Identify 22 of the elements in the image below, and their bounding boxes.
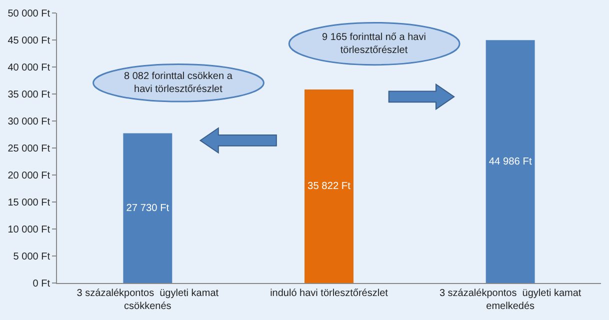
annotation: 9 165 forinttal nő a havi törlesztőrészlet	[322, 32, 426, 56]
x-tick-label: induló havi törlesztőrészlet	[270, 288, 388, 299]
x-tick-label: 3 százalékpontos ügyleti kamat csökkenés	[76, 288, 219, 312]
data-label: 35 822 Ft	[308, 181, 351, 192]
y-tick-label: 15 000 Ft	[8, 198, 50, 208]
y-tick-label: 10 000 Ft	[8, 224, 50, 236]
y-tick-label: 45 000 Ft	[8, 36, 50, 46]
data-label: 27 730 Ft	[126, 202, 170, 214]
y-tick-label: 0 Ft	[32, 278, 50, 290]
y-tick-label: 20 000 Ft	[8, 170, 50, 182]
y-tick-label: 25 000 Ft	[8, 144, 50, 154]
y-tick-label: 40 000 Ft	[8, 62, 50, 74]
data-label: 44 986 Ft	[488, 156, 532, 168]
y-tick-label: 35 000 Ft	[8, 90, 50, 100]
annotation: 8 082 forinttal csökken a havi törlesztőrészlet	[124, 71, 233, 95]
bar	[304, 90, 354, 283]
y-tick-label: 5 000 Ft	[13, 252, 50, 262]
y-tick-label: 50 000 Ft	[8, 8, 50, 20]
x-tick-label: 3 százalékpontos ügyleti kamat emelkedés	[439, 288, 582, 312]
bar	[123, 133, 172, 283]
bar	[486, 40, 535, 283]
y-tick-label: 30 000 Ft	[8, 116, 50, 128]
